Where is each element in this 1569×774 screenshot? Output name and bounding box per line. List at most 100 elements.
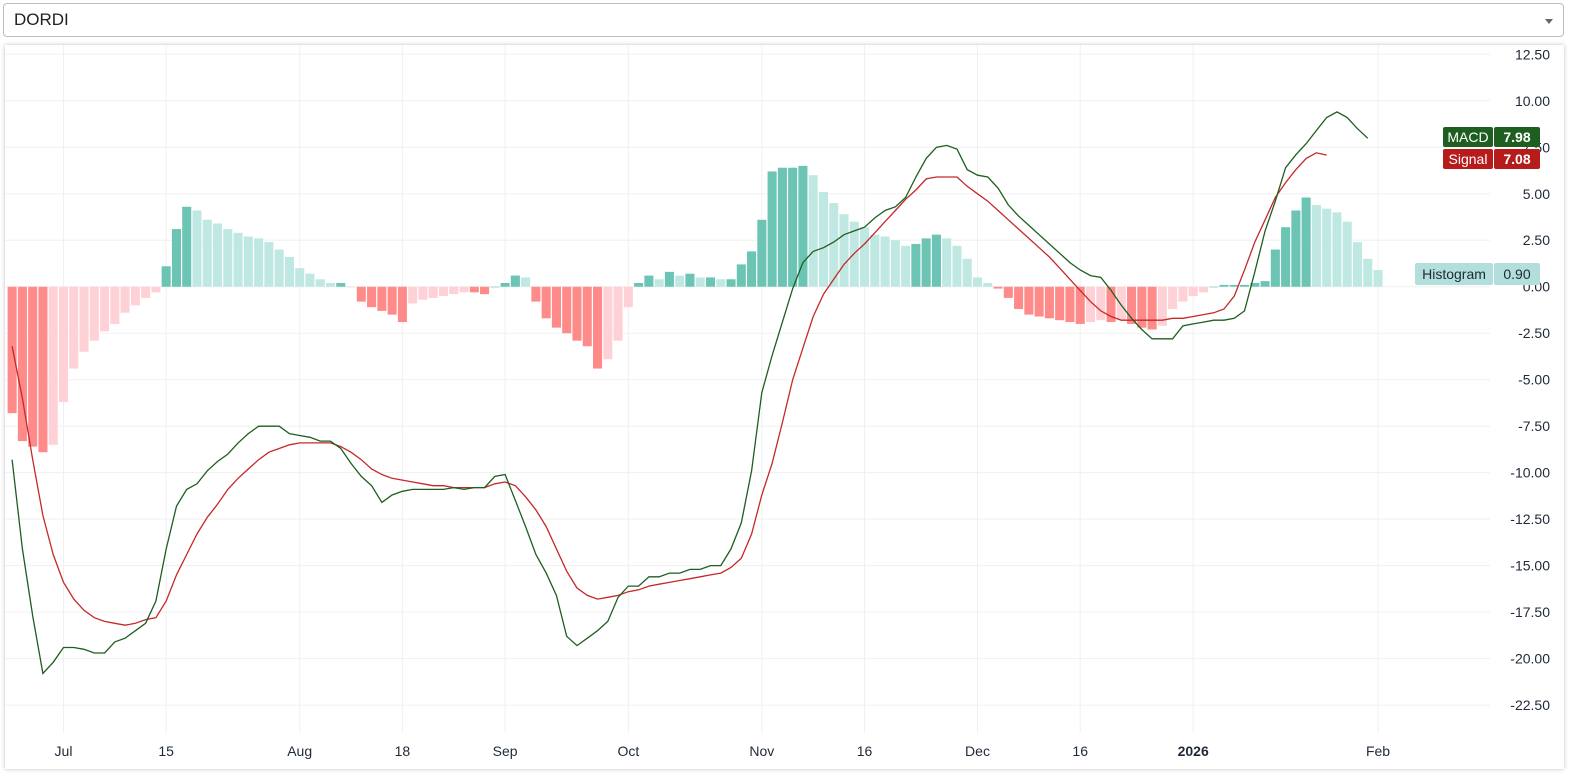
histogram-bar	[592, 286, 603, 369]
histogram-bar	[1137, 286, 1147, 328]
histogram-bar	[541, 286, 551, 319]
histogram-bar	[171, 229, 181, 287]
y-tick-label: 12.50	[1515, 46, 1550, 62]
histogram-bar	[130, 286, 140, 306]
histogram-bar	[295, 268, 305, 287]
histogram-bar	[110, 286, 120, 324]
y-tick-label: -5.00	[1518, 372, 1550, 388]
y-tick-label: -10.00	[1510, 465, 1550, 481]
histogram-bar	[705, 277, 716, 287]
histogram-bar	[274, 249, 284, 287]
histogram-bar	[1363, 258, 1373, 287]
histogram-bar	[664, 271, 674, 287]
macd-legend-value: 7.98	[1503, 129, 1530, 145]
histogram-bar	[798, 165, 808, 287]
histogram-bar	[531, 286, 541, 302]
histogram-bar	[777, 167, 787, 287]
histogram-bar	[1034, 286, 1044, 317]
histogram-bar	[305, 273, 315, 287]
histogram-bar	[243, 236, 253, 287]
macd-chart[interactable]: 12.50 10.00 7.50 5.00 2.50 0.00 -2.50 -5.00 -7.5…	[5, 45, 1564, 769]
histogram-bar	[367, 286, 377, 308]
signal-line	[11, 152, 1327, 626]
chevron-down-icon	[1545, 19, 1553, 24]
histogram-bar	[634, 283, 644, 287]
histogram-bar	[716, 279, 726, 287]
x-tick-label: Feb	[1366, 743, 1390, 759]
histogram-bar	[1270, 249, 1280, 287]
histogram-bar	[521, 277, 531, 287]
histogram-bar	[582, 286, 592, 347]
histogram-bar	[1198, 286, 1208, 293]
histogram-bar	[1352, 242, 1363, 287]
signal-legend-value: 7.08	[1503, 151, 1530, 167]
histogram-bar	[726, 279, 736, 287]
histogram-bar	[921, 238, 931, 287]
histogram-bar	[284, 256, 294, 287]
histogram-bar	[1044, 286, 1054, 319]
y-tick-label: -17.50	[1510, 604, 1550, 620]
histogram-bar	[120, 286, 130, 313]
histogram-bar	[387, 286, 397, 315]
histogram-bar	[1311, 204, 1321, 287]
indicator-lines	[11, 111, 1369, 675]
histogram-bar	[346, 286, 356, 288]
grid	[5, 45, 1490, 733]
histogram-bar	[757, 219, 767, 287]
symbol-select[interactable]: DORDI	[3, 3, 1564, 37]
histogram-bar	[993, 286, 1003, 289]
histogram-bar	[901, 245, 911, 287]
histogram-bar	[829, 203, 839, 287]
x-tick-label: 16	[1072, 743, 1088, 759]
macd-legend-label-bg	[1443, 127, 1493, 147]
histogram-bar	[1178, 286, 1188, 302]
histogram-bar	[1281, 227, 1291, 287]
histogram-bar	[1085, 286, 1096, 323]
macd-legend-value-bg	[1494, 127, 1540, 147]
symbol-select-value: DORDI	[14, 10, 69, 29]
histogram-bar	[1065, 286, 1075, 323]
histogram-bar	[418, 286, 428, 300]
histogram-bar	[315, 279, 325, 287]
y-tick-label: -20.00	[1510, 651, 1550, 667]
histogram-legend-label-bg	[1415, 263, 1493, 285]
histogram-bar	[79, 286, 89, 352]
histogram-bar	[182, 206, 192, 287]
y-tick-label: -15.00	[1510, 558, 1550, 574]
y-tick-label: 10.00	[1515, 93, 1550, 109]
histogram-bar	[449, 286, 459, 295]
histogram-bar	[469, 286, 479, 293]
histogram-bars	[7, 165, 1383, 453]
histogram-bar	[336, 283, 346, 287]
histogram-bar	[151, 286, 161, 293]
histogram-bar	[562, 286, 572, 334]
histogram-bar	[747, 251, 757, 287]
histogram-bar	[695, 277, 705, 287]
histogram-bar	[397, 286, 407, 323]
histogram-bar	[490, 286, 500, 288]
histogram-bar	[161, 266, 171, 287]
histogram-bar	[480, 286, 490, 295]
x-tick-label: Dec	[965, 743, 990, 759]
histogram-bar	[808, 175, 818, 287]
x-tick-label: Sep	[493, 743, 518, 759]
histogram-bar	[890, 240, 900, 287]
histogram-bar	[408, 286, 418, 304]
histogram-bar	[213, 223, 223, 287]
histogram-bar	[89, 286, 99, 341]
histogram-bar	[675, 275, 685, 287]
macd-legend-tag: MACD 7.98	[1443, 127, 1540, 147]
histogram-bar	[58, 286, 69, 403]
histogram-bar	[1260, 281, 1270, 287]
histogram-bar	[1301, 197, 1311, 287]
chart-canvas[interactable]: 12.5010.007.505.002.500.00-2.50-5.00-7.5…	[5, 45, 1564, 769]
histogram-bar	[1250, 283, 1260, 287]
y-tick-label: -22.50	[1510, 697, 1550, 713]
histogram-bar	[223, 229, 233, 287]
histogram-bar	[1332, 212, 1342, 287]
histogram-bar	[572, 286, 582, 341]
x-tick-label: Jul	[55, 743, 73, 759]
histogram-bar	[962, 258, 972, 287]
histogram-bar	[1240, 284, 1250, 287]
histogram-bar	[1373, 269, 1383, 287]
